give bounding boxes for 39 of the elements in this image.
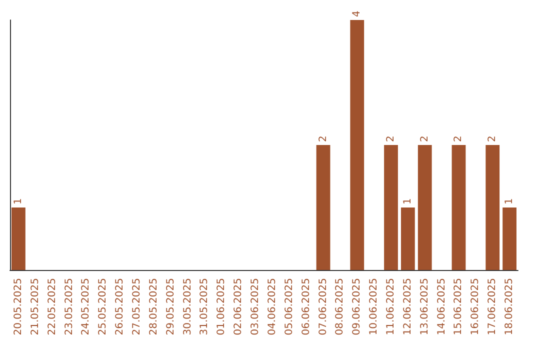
x-tick-label: 06.06.2025	[300, 278, 312, 336]
x-tick-label: 11.06.2025	[386, 278, 396, 336]
x-tick-label: 16.06.2025	[470, 278, 482, 336]
x-tick-label: 30.05.2025	[182, 278, 194, 336]
x-tick-label: 24.05.2025	[80, 278, 92, 336]
data-label: 2	[419, 136, 430, 142]
x-tick-label: 21.05.2025	[30, 278, 41, 336]
data-label: 2	[453, 136, 464, 142]
x-tick-label: 01.06.2025	[216, 278, 228, 336]
data-label: 1	[504, 198, 516, 204]
x-tick-label: 22.05.2025	[46, 278, 58, 336]
x-tick-label: 08.06.2025	[334, 278, 346, 336]
x-tick-label: 13.06.2025	[419, 278, 430, 336]
x-tick-label: 26.05.2025	[114, 278, 126, 336]
x-tick-label: 12.06.2025	[402, 278, 414, 336]
x-tick-label: 23.05.2025	[64, 278, 75, 336]
x-tick-label: 09.06.2025	[352, 278, 363, 336]
x-tick-label: 02.06.2025	[233, 278, 244, 336]
x-tick-label: 07.06.2025	[318, 278, 329, 336]
x-tick-label: 27.05.2025	[132, 278, 142, 336]
x-tick-label: 20.05.2025	[12, 278, 24, 336]
x-tick-label: 25.05.2025	[98, 278, 109, 336]
x-tick-label: 03.06.2025	[250, 278, 262, 336]
data-label: 4	[352, 10, 363, 17]
data-label: 2	[318, 136, 329, 142]
x-tick-label: 05.06.2025	[284, 278, 295, 336]
data-label: 2	[487, 136, 498, 142]
x-tick-label: 15.06.2025	[453, 278, 464, 336]
x-tick-label: 10.06.2025	[368, 278, 380, 336]
x-tick-label: 17.06.2025	[487, 278, 498, 336]
data-label: 1	[12, 198, 24, 204]
x-tick-label: 18.06.2025	[504, 278, 516, 336]
x-tick-label: 29.05.2025	[165, 278, 176, 336]
x-tick-label: 14.06.2025	[436, 278, 448, 336]
data-label: 1	[402, 198, 414, 204]
data-label: 2	[386, 136, 396, 142]
x-tick-label: 28.05.2025	[148, 278, 160, 336]
x-tick-label: 31.05.2025	[199, 278, 210, 336]
x-tick-label: 04.06.2025	[266, 278, 278, 336]
